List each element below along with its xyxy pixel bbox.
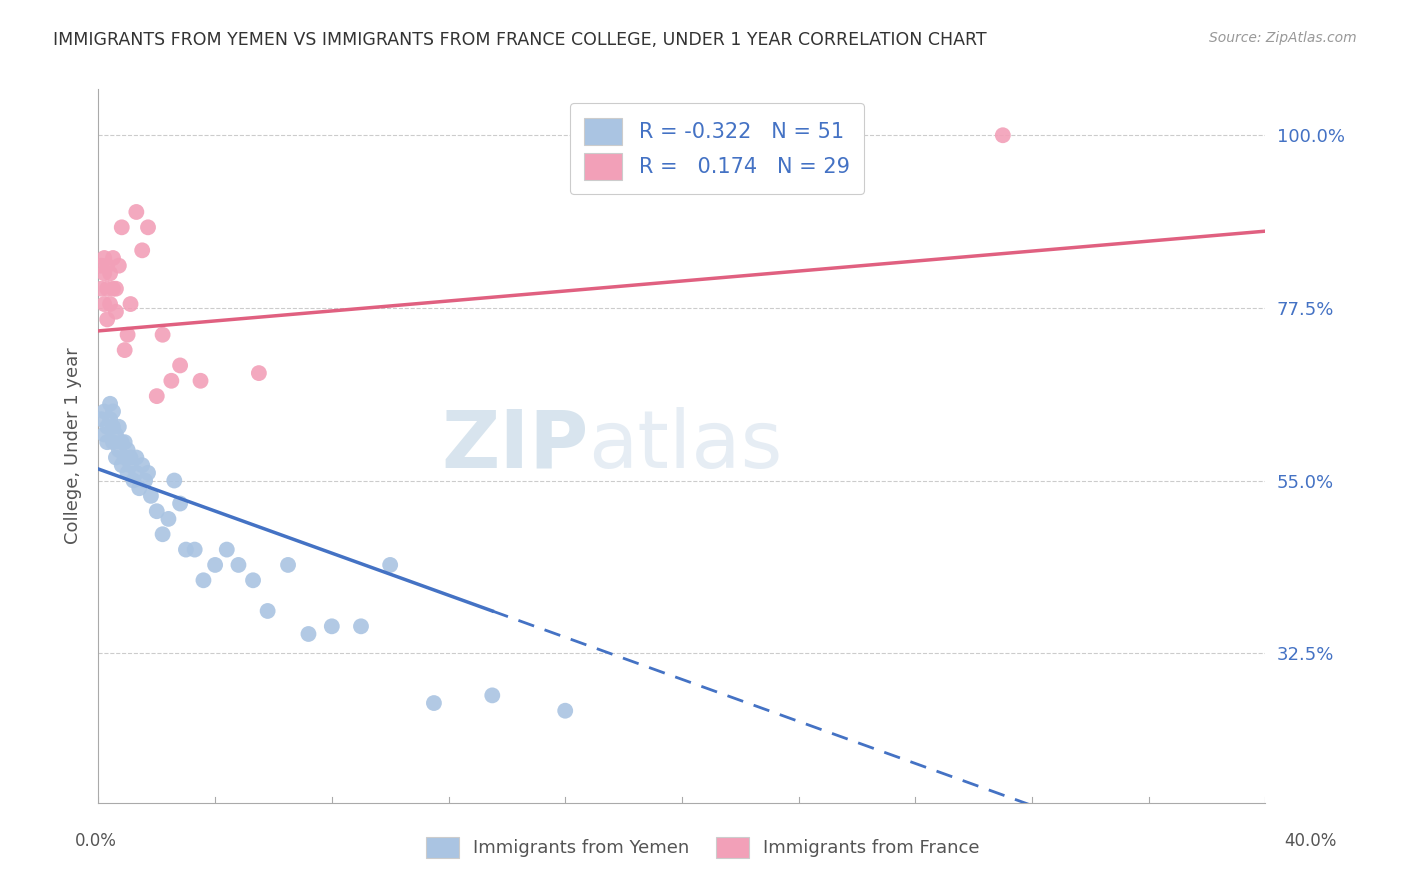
Point	[242, 574, 264, 588]
Point	[204, 558, 226, 572]
Point	[96, 282, 118, 296]
Point	[146, 389, 169, 403]
Point	[98, 412, 121, 426]
Point	[136, 466, 159, 480]
Point	[481, 689, 503, 703]
Point	[90, 259, 112, 273]
Point	[93, 404, 115, 418]
Text: ZIP: ZIP	[441, 407, 589, 485]
Point	[101, 435, 124, 450]
Point	[163, 474, 186, 488]
Point	[139, 489, 162, 503]
Point	[169, 497, 191, 511]
Point	[96, 259, 118, 273]
Y-axis label: College, Under 1 year: College, Under 1 year	[63, 348, 82, 544]
Point	[277, 558, 299, 572]
Point	[215, 542, 238, 557]
Point	[93, 427, 115, 442]
Point	[157, 512, 180, 526]
Point	[160, 374, 183, 388]
Point	[111, 458, 134, 473]
Point	[111, 220, 134, 235]
Point	[93, 297, 115, 311]
Point	[90, 282, 112, 296]
Legend: Immigrants from Yemen, Immigrants from France: Immigrants from Yemen, Immigrants from F…	[419, 830, 987, 865]
Point	[131, 458, 153, 473]
Text: Source: ZipAtlas.com: Source: ZipAtlas.com	[1209, 31, 1357, 45]
Point	[321, 619, 343, 633]
Point	[554, 704, 576, 718]
Point	[111, 435, 134, 450]
Point	[98, 397, 121, 411]
Point	[190, 374, 212, 388]
Point	[350, 619, 373, 633]
Point	[125, 466, 148, 480]
Point	[114, 343, 136, 357]
Point	[146, 504, 169, 518]
Point	[117, 466, 139, 480]
Point	[169, 359, 191, 373]
Point	[193, 574, 215, 588]
Point	[104, 304, 127, 318]
Point	[152, 527, 174, 541]
Point	[101, 419, 124, 434]
Point	[101, 282, 124, 296]
Point	[183, 542, 205, 557]
Point	[104, 427, 127, 442]
Point	[256, 604, 278, 618]
Legend: R = -0.322   N = 51, R =   0.174   N = 29: R = -0.322 N = 51, R = 0.174 N = 29	[569, 103, 865, 194]
Point	[96, 312, 118, 326]
Point	[136, 220, 159, 235]
Point	[93, 251, 115, 265]
Point	[96, 435, 118, 450]
Point	[98, 266, 121, 280]
Point	[96, 419, 118, 434]
Point	[991, 128, 1014, 143]
Point	[104, 282, 127, 296]
Point	[297, 627, 319, 641]
Point	[104, 450, 127, 465]
Point	[117, 327, 139, 342]
Point	[108, 442, 131, 457]
Point	[108, 419, 131, 434]
Point	[120, 297, 142, 311]
Text: atlas: atlas	[589, 407, 783, 485]
Point	[108, 259, 131, 273]
Point	[125, 205, 148, 219]
Point	[101, 404, 124, 418]
Point	[98, 297, 121, 311]
Point	[93, 266, 115, 280]
Text: 40.0%: 40.0%	[1284, 831, 1337, 849]
Text: IMMIGRANTS FROM YEMEN VS IMMIGRANTS FROM FRANCE COLLEGE, UNDER 1 YEAR CORRELATIO: IMMIGRANTS FROM YEMEN VS IMMIGRANTS FROM…	[53, 31, 987, 49]
Point	[152, 327, 174, 342]
Point	[90, 412, 112, 426]
Point	[128, 481, 150, 495]
Point	[114, 450, 136, 465]
Point	[120, 450, 142, 465]
Point	[228, 558, 250, 572]
Point	[134, 474, 156, 488]
Point	[117, 442, 139, 457]
Point	[380, 558, 402, 572]
Point	[423, 696, 446, 710]
Point	[131, 244, 153, 258]
Text: 0.0%: 0.0%	[75, 831, 117, 849]
Point	[174, 542, 197, 557]
Point	[125, 450, 148, 465]
Point	[122, 474, 145, 488]
Point	[114, 435, 136, 450]
Point	[120, 458, 142, 473]
Point	[101, 251, 124, 265]
Point	[247, 366, 270, 380]
